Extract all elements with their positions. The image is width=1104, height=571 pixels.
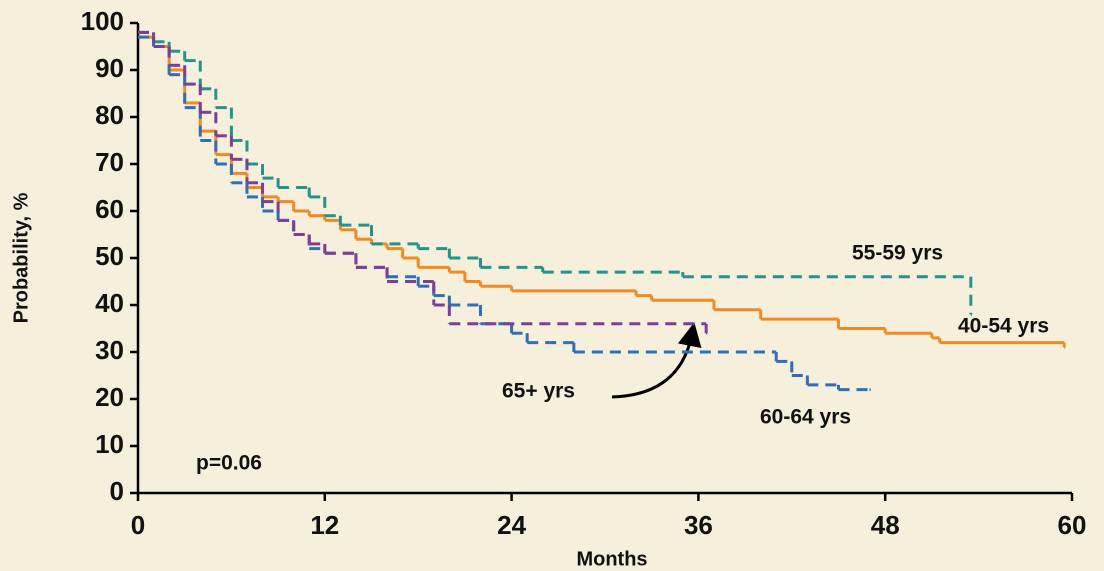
x-tick-label: 0 [131,510,145,540]
y-axis-label: Probability, % [10,192,32,323]
y-tick-label: 40 [95,288,124,318]
x-tick-label: 48 [871,510,900,540]
y-tick-label: 60 [95,194,124,224]
x-tick-label: 12 [310,510,339,540]
x-tick-label: 60 [1058,510,1087,540]
series-label: 60-64 yrs [760,406,851,429]
p-value: p=0.06 [196,452,262,475]
y-tick-label: 50 [95,241,124,271]
y-tick-label: 0 [110,476,124,506]
series-label: 65+ yrs [502,380,575,403]
y-tick-label: 20 [95,382,124,412]
y-tick-label: 100 [81,6,124,36]
y-tick-label: 10 [95,429,124,459]
x-tick-label: 36 [684,510,713,540]
series-label: 40-54 yrs [958,315,1049,338]
x-tick-label: 24 [497,510,526,540]
y-tick-label: 70 [95,147,124,177]
series-label: 55-59 yrs [852,242,943,265]
arrow [611,322,702,399]
y-tick-label: 80 [95,100,124,130]
y-tick-label: 90 [95,53,124,83]
x-axis-label: Months [576,548,647,570]
y-tick-label: 30 [95,335,124,365]
